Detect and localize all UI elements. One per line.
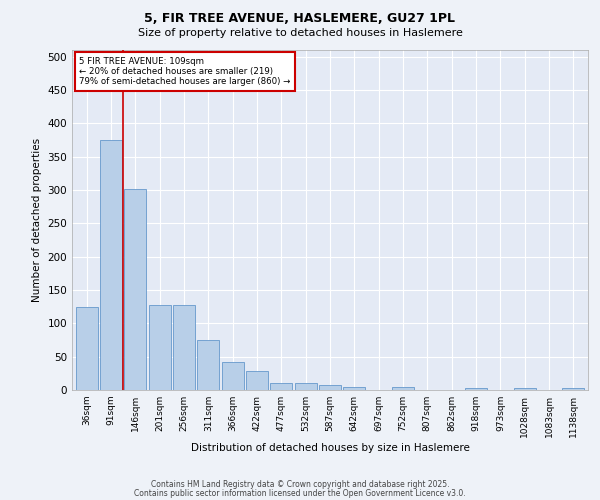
Bar bbox=[149, 306, 170, 390]
Text: Contains public sector information licensed under the Open Government Licence v3: Contains public sector information licen… bbox=[134, 489, 466, 498]
Bar bbox=[197, 340, 219, 390]
Bar bbox=[465, 388, 487, 390]
Bar bbox=[173, 306, 195, 390]
Y-axis label: Number of detached properties: Number of detached properties bbox=[32, 138, 42, 302]
Text: Size of property relative to detached houses in Haslemere: Size of property relative to detached ho… bbox=[137, 28, 463, 38]
Bar bbox=[295, 384, 317, 390]
Text: 5 FIR TREE AVENUE: 109sqm
← 20% of detached houses are smaller (219)
79% of semi: 5 FIR TREE AVENUE: 109sqm ← 20% of detac… bbox=[79, 56, 290, 86]
Bar bbox=[319, 384, 341, 390]
Text: 5, FIR TREE AVENUE, HASLEMERE, GU27 1PL: 5, FIR TREE AVENUE, HASLEMERE, GU27 1PL bbox=[145, 12, 455, 26]
Bar bbox=[514, 388, 536, 390]
Bar bbox=[562, 388, 584, 390]
Bar bbox=[343, 386, 365, 390]
Bar bbox=[100, 140, 122, 390]
Text: Contains HM Land Registry data © Crown copyright and database right 2025.: Contains HM Land Registry data © Crown c… bbox=[151, 480, 449, 489]
X-axis label: Distribution of detached houses by size in Haslemere: Distribution of detached houses by size … bbox=[191, 442, 469, 452]
Bar bbox=[246, 372, 268, 390]
Bar bbox=[76, 306, 98, 390]
Bar bbox=[271, 384, 292, 390]
Bar bbox=[221, 362, 244, 390]
Bar bbox=[392, 388, 414, 390]
Bar bbox=[124, 188, 146, 390]
